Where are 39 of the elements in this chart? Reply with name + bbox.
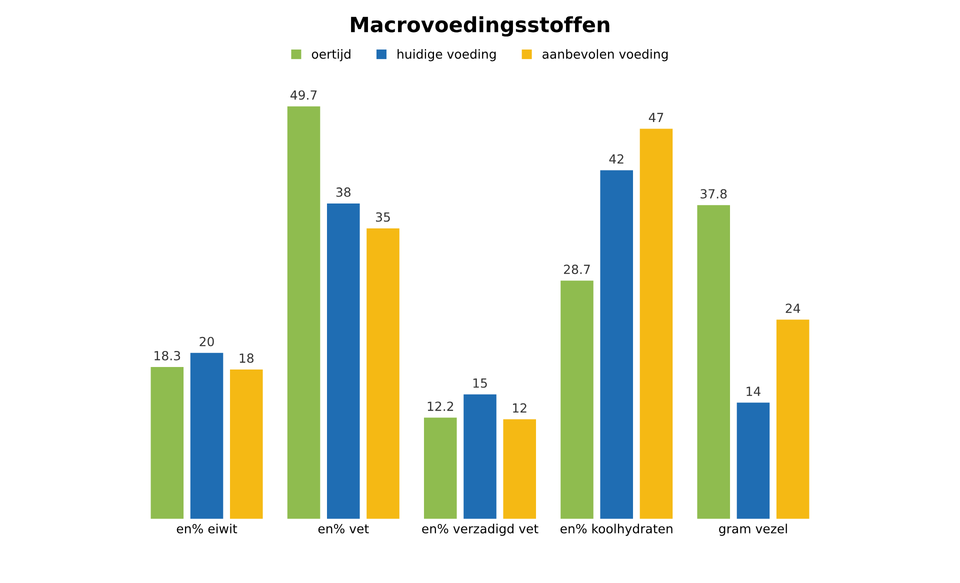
x-tick-label: gram vezel xyxy=(719,524,787,536)
x-tick-label: en% vet xyxy=(318,524,369,534)
legend-label: aanbevolen voeding xyxy=(542,49,668,62)
data-label: 20 xyxy=(200,336,214,346)
data-label: 38 xyxy=(336,187,350,197)
data-label: 42 xyxy=(609,154,624,164)
data-label: 18 xyxy=(240,353,254,363)
data-label: 15 xyxy=(473,378,487,388)
bar xyxy=(640,128,673,519)
data-label: 14 xyxy=(746,386,760,396)
data-label: 47 xyxy=(648,112,664,122)
bar xyxy=(366,228,400,519)
bar xyxy=(190,352,224,519)
bar xyxy=(736,402,770,519)
chart-title: Macrovoedingsstoffen xyxy=(351,16,610,37)
bar xyxy=(776,320,810,519)
x-tick-label: en% koolhydraten xyxy=(560,524,672,536)
x-tick-label: en% verzadigd vet xyxy=(422,524,538,536)
bar xyxy=(697,205,730,519)
bar xyxy=(287,106,320,519)
bar xyxy=(600,170,634,519)
bar xyxy=(560,280,594,519)
legend-label: oertijd xyxy=(312,49,350,62)
bar xyxy=(424,418,457,519)
data-label: 12.2 xyxy=(428,402,454,411)
data-label: 18.3 xyxy=(154,350,180,360)
bar xyxy=(230,369,263,519)
bar xyxy=(464,394,496,519)
data-label: 49.7 xyxy=(290,90,317,100)
bar xyxy=(150,366,184,519)
data-label: 12 xyxy=(513,403,526,413)
bar xyxy=(503,419,536,519)
data-label: 24 xyxy=(786,304,800,313)
legend-label: huidige voeding xyxy=(398,49,496,62)
data-label: 35 xyxy=(376,212,390,222)
bar xyxy=(326,203,360,519)
data-label: 37.8 xyxy=(700,189,727,199)
data-label: 28.7 xyxy=(564,264,590,274)
x-tick-label: en% eiwit xyxy=(176,524,238,534)
